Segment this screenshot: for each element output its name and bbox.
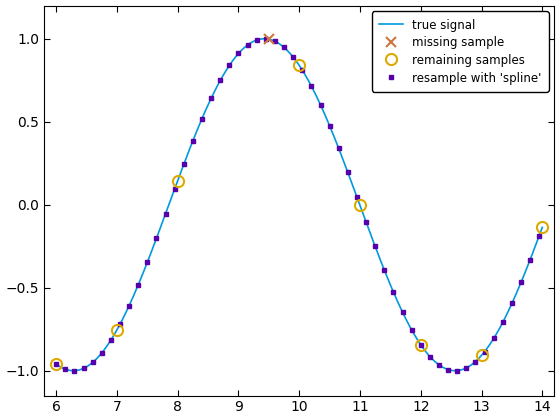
- Legend: true signal, missing sample, remaining samples, resample with 'spline': true signal, missing sample, remaining s…: [372, 11, 549, 92]
